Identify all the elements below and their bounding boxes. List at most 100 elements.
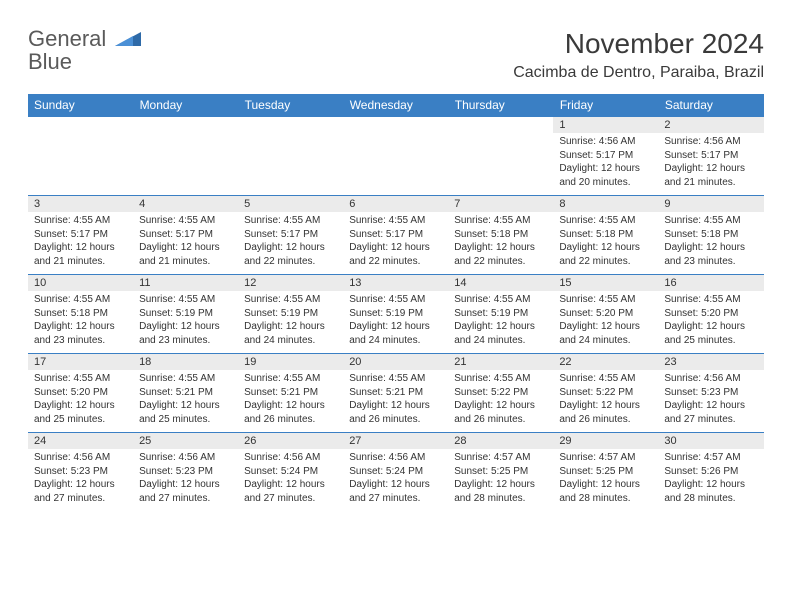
daylight-line: Daylight: 12 hours and 27 minutes. bbox=[34, 478, 127, 505]
daylight-label: Daylight: bbox=[244, 242, 283, 253]
daylight-label: Daylight: bbox=[454, 479, 493, 490]
day-detail-cell: Sunrise: 4:56 AMSunset: 5:17 PMDaylight:… bbox=[553, 133, 658, 196]
day-number-cell: 26 bbox=[238, 433, 343, 450]
sunset-value: 5:25 PM bbox=[596, 466, 633, 477]
sunrise-value: 4:55 AM bbox=[179, 215, 216, 226]
sunrise-label: Sunrise: bbox=[244, 452, 281, 463]
sunrise-line: Sunrise: 4:55 AM bbox=[559, 372, 652, 386]
sunrise-label: Sunrise: bbox=[34, 452, 71, 463]
sunrise-label: Sunrise: bbox=[664, 373, 701, 384]
sunrise-line: Sunrise: 4:55 AM bbox=[34, 293, 127, 307]
sunset-value: 5:21 PM bbox=[281, 387, 318, 398]
daylight-line: Daylight: 12 hours and 22 minutes. bbox=[454, 241, 547, 268]
day-detail-row: Sunrise: 4:55 AMSunset: 5:20 PMDaylight:… bbox=[28, 370, 764, 433]
day-detail-row: Sunrise: 4:56 AMSunset: 5:17 PMDaylight:… bbox=[28, 133, 764, 196]
sunrise-value: 4:55 AM bbox=[704, 215, 741, 226]
day-detail-cell: Sunrise: 4:55 AMSunset: 5:19 PMDaylight:… bbox=[133, 291, 238, 354]
day-number: 10 bbox=[34, 277, 46, 289]
sunrise-value: 4:57 AM bbox=[704, 452, 741, 463]
sunrise-value: 4:55 AM bbox=[389, 373, 426, 384]
sunset-value: 5:22 PM bbox=[596, 387, 633, 398]
sunrise-label: Sunrise: bbox=[349, 452, 386, 463]
header: General Blue November 2024 Cacimba de De… bbox=[28, 28, 764, 82]
daylight-line: Daylight: 12 hours and 26 minutes. bbox=[244, 399, 337, 426]
daylight-label: Daylight: bbox=[454, 242, 493, 253]
daylight-label: Daylight: bbox=[349, 479, 388, 490]
sunrise-line: Sunrise: 4:55 AM bbox=[244, 293, 337, 307]
sunrise-line: Sunrise: 4:55 AM bbox=[454, 372, 547, 386]
sunrise-value: 4:55 AM bbox=[73, 373, 110, 384]
sunrise-line: Sunrise: 4:55 AM bbox=[244, 214, 337, 228]
sunset-line: Sunset: 5:20 PM bbox=[664, 307, 757, 321]
sunrise-line: Sunrise: 4:55 AM bbox=[349, 214, 442, 228]
sunrise-line: Sunrise: 4:56 AM bbox=[139, 451, 232, 465]
sunset-line: Sunset: 5:24 PM bbox=[244, 465, 337, 479]
sunrise-line: Sunrise: 4:55 AM bbox=[349, 372, 442, 386]
day-detail-cell: Sunrise: 4:55 AMSunset: 5:18 PMDaylight:… bbox=[448, 212, 553, 275]
daylight-label: Daylight: bbox=[664, 163, 703, 174]
sunrise-value: 4:55 AM bbox=[494, 373, 531, 384]
daylight-line: Daylight: 12 hours and 23 minutes. bbox=[139, 320, 232, 347]
daylight-line: Daylight: 12 hours and 25 minutes. bbox=[34, 399, 127, 426]
day-detail-cell: Sunrise: 4:55 AMSunset: 5:21 PMDaylight:… bbox=[343, 370, 448, 433]
day-number: 14 bbox=[454, 277, 466, 289]
daylight-line: Daylight: 12 hours and 22 minutes. bbox=[349, 241, 442, 268]
sunrise-line: Sunrise: 4:55 AM bbox=[454, 214, 547, 228]
sunrise-line: Sunrise: 4:55 AM bbox=[34, 214, 127, 228]
sunrise-line: Sunrise: 4:55 AM bbox=[34, 372, 127, 386]
day-number: 24 bbox=[34, 435, 46, 447]
sunset-line: Sunset: 5:18 PM bbox=[559, 228, 652, 242]
location: Cacimba de Dentro, Paraiba, Brazil bbox=[513, 64, 764, 82]
sunrise-label: Sunrise: bbox=[454, 294, 491, 305]
sunrise-label: Sunrise: bbox=[139, 452, 176, 463]
day-detail-cell: Sunrise: 4:55 AMSunset: 5:22 PMDaylight:… bbox=[448, 370, 553, 433]
day-detail-cell: Sunrise: 4:55 AMSunset: 5:17 PMDaylight:… bbox=[28, 212, 133, 275]
day-detail-cell bbox=[448, 133, 553, 196]
sunset-label: Sunset: bbox=[559, 387, 593, 398]
day-detail-cell: Sunrise: 4:55 AMSunset: 5:18 PMDaylight:… bbox=[28, 291, 133, 354]
daylight-line: Daylight: 12 hours and 24 minutes. bbox=[244, 320, 337, 347]
day-number-cell: 13 bbox=[343, 275, 448, 292]
sunset-label: Sunset: bbox=[139, 466, 173, 477]
sunset-line: Sunset: 5:25 PM bbox=[454, 465, 547, 479]
day-detail-cell bbox=[343, 133, 448, 196]
sunrise-value: 4:56 AM bbox=[73, 452, 110, 463]
daylight-label: Daylight: bbox=[559, 400, 598, 411]
sunrise-label: Sunrise: bbox=[139, 373, 176, 384]
day-detail-cell: Sunrise: 4:55 AMSunset: 5:21 PMDaylight:… bbox=[133, 370, 238, 433]
day-number-cell: 23 bbox=[658, 354, 763, 371]
sunrise-label: Sunrise: bbox=[664, 215, 701, 226]
sunrise-line: Sunrise: 4:57 AM bbox=[664, 451, 757, 465]
sunrise-label: Sunrise: bbox=[454, 215, 491, 226]
daylight-label: Daylight: bbox=[349, 321, 388, 332]
daylight-line: Daylight: 12 hours and 21 minutes. bbox=[664, 162, 757, 189]
sunrise-line: Sunrise: 4:56 AM bbox=[34, 451, 127, 465]
day-number-cell: 29 bbox=[553, 433, 658, 450]
day-number-cell: 24 bbox=[28, 433, 133, 450]
daylight-line: Daylight: 12 hours and 24 minutes. bbox=[454, 320, 547, 347]
day-number-cell: 7 bbox=[448, 196, 553, 213]
day-detail-cell: Sunrise: 4:56 AMSunset: 5:17 PMDaylight:… bbox=[658, 133, 763, 196]
daylight-label: Daylight: bbox=[559, 321, 598, 332]
day-number: 4 bbox=[139, 198, 145, 210]
sunset-value: 5:19 PM bbox=[491, 308, 528, 319]
sunrise-label: Sunrise: bbox=[664, 452, 701, 463]
sunset-value: 5:18 PM bbox=[701, 229, 738, 240]
sunset-label: Sunset: bbox=[349, 387, 383, 398]
day-number-cell: 14 bbox=[448, 275, 553, 292]
sunset-line: Sunset: 5:23 PM bbox=[34, 465, 127, 479]
sunrise-line: Sunrise: 4:55 AM bbox=[349, 293, 442, 307]
daylight-line: Daylight: 12 hours and 22 minutes. bbox=[559, 241, 652, 268]
day-number: 3 bbox=[34, 198, 40, 210]
sunset-line: Sunset: 5:17 PM bbox=[664, 149, 757, 163]
day-number: 21 bbox=[454, 356, 466, 368]
day-number-cell: 1 bbox=[553, 117, 658, 134]
daylight-line: Daylight: 12 hours and 23 minutes. bbox=[664, 241, 757, 268]
daylight-line: Daylight: 12 hours and 26 minutes. bbox=[454, 399, 547, 426]
day-detail-cell: Sunrise: 4:55 AMSunset: 5:19 PMDaylight:… bbox=[343, 291, 448, 354]
sunset-line: Sunset: 5:20 PM bbox=[559, 307, 652, 321]
day-number-cell: 11 bbox=[133, 275, 238, 292]
sunrise-value: 4:56 AM bbox=[389, 452, 426, 463]
day-detail-cell: Sunrise: 4:57 AMSunset: 5:26 PMDaylight:… bbox=[658, 449, 763, 511]
daylight-line: Daylight: 12 hours and 23 minutes. bbox=[34, 320, 127, 347]
